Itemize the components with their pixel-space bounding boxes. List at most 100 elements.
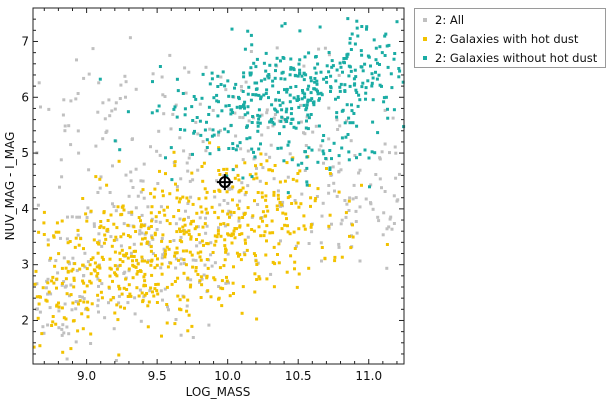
- data-point: [160, 239, 164, 243]
- data-point: [36, 203, 40, 207]
- data-point: [190, 220, 194, 223]
- data-point: [55, 303, 59, 307]
- data-point: [162, 208, 166, 212]
- data-point: [188, 153, 192, 156]
- data-point: [165, 245, 169, 249]
- data-point: [207, 113, 211, 116]
- data-point: [336, 95, 340, 99]
- x-tick-label: 11.0: [355, 369, 382, 383]
- data-point: [128, 292, 132, 296]
- data-point: [397, 75, 401, 79]
- data-point: [297, 205, 301, 209]
- data-point: [200, 210, 204, 214]
- data-point: [230, 187, 234, 191]
- data-point: [153, 266, 157, 270]
- data-point: [143, 279, 147, 283]
- data-point: [87, 72, 91, 76]
- data-point: [177, 209, 181, 212]
- data-point: [384, 95, 388, 99]
- data-point: [285, 87, 289, 91]
- data-point: [33, 282, 37, 286]
- data-point: [330, 65, 334, 69]
- data-point: [215, 179, 219, 183]
- data-point: [279, 204, 282, 208]
- data-point: [265, 159, 269, 163]
- data-point: [350, 32, 354, 36]
- data-point: [288, 73, 292, 77]
- data-point: [214, 239, 218, 243]
- data-point: [252, 177, 256, 181]
- data-point: [395, 20, 399, 24]
- data-point: [289, 66, 293, 70]
- data-point: [233, 227, 237, 230]
- data-point: [374, 70, 377, 74]
- data-point: [127, 194, 131, 198]
- data-point: [357, 93, 361, 97]
- data-point: [385, 44, 389, 48]
- data-point: [260, 113, 264, 117]
- data-point: [375, 77, 379, 81]
- data-point: [74, 307, 78, 311]
- data-point: [314, 124, 318, 128]
- data-point: [271, 124, 275, 128]
- data-point: [201, 225, 205, 229]
- data-point: [284, 110, 288, 114]
- data-point: [77, 151, 81, 155]
- data-point: [189, 283, 193, 287]
- plot-points: [32, 17, 406, 362]
- axis-ticks: [33, 7, 404, 364]
- data-point: [230, 27, 234, 31]
- data-point: [302, 78, 306, 82]
- data-point: [382, 211, 386, 215]
- data-point: [237, 95, 240, 99]
- data-point: [354, 196, 358, 200]
- data-point: [222, 222, 226, 226]
- data-point: [272, 245, 276, 249]
- data-point: [155, 228, 159, 231]
- data-point: [203, 187, 207, 191]
- data-point: [265, 277, 269, 281]
- data-point: [364, 91, 368, 95]
- data-point: [225, 279, 229, 283]
- data-point: [76, 129, 80, 133]
- data-point: [275, 46, 279, 50]
- data-point: [113, 264, 117, 268]
- data-point: [96, 251, 100, 255]
- data-point: [226, 252, 230, 256]
- data-point: [264, 181, 268, 185]
- data-point: [115, 274, 119, 278]
- legend-item-hot-dust[interactable]: 2: Galaxies with hot dust: [423, 30, 578, 48]
- data-point: [111, 296, 115, 299]
- data-point: [212, 133, 216, 137]
- data-point: [173, 322, 177, 326]
- data-point: [257, 225, 261, 229]
- data-point: [157, 129, 161, 133]
- data-point: [302, 214, 306, 218]
- data-point: [198, 241, 202, 245]
- data-point: [246, 111, 250, 115]
- data-point: [355, 26, 359, 30]
- data-point: [382, 96, 386, 100]
- data-point: [355, 91, 359, 94]
- data-point: [201, 179, 205, 183]
- data-point: [149, 192, 153, 196]
- data-point: [347, 158, 351, 162]
- data-point: [303, 95, 307, 99]
- legend-item-no-hot-dust[interactable]: 2: Galaxies without hot dust: [423, 49, 597, 67]
- data-point: [241, 90, 245, 93]
- data-point: [205, 146, 209, 149]
- data-point: [297, 121, 301, 125]
- data-point: [252, 150, 255, 154]
- data-point: [216, 133, 220, 137]
- data-point: [159, 266, 163, 270]
- series-2-points: [98, 17, 406, 195]
- data-point: [272, 193, 276, 197]
- data-point: [276, 146, 280, 150]
- data-point: [197, 197, 201, 201]
- data-point: [252, 252, 256, 256]
- data-point: [370, 81, 374, 85]
- data-point: [219, 286, 223, 290]
- legend-item-all[interactable]: 2: All: [423, 11, 464, 29]
- data-point: [185, 230, 188, 234]
- data-point: [181, 249, 185, 253]
